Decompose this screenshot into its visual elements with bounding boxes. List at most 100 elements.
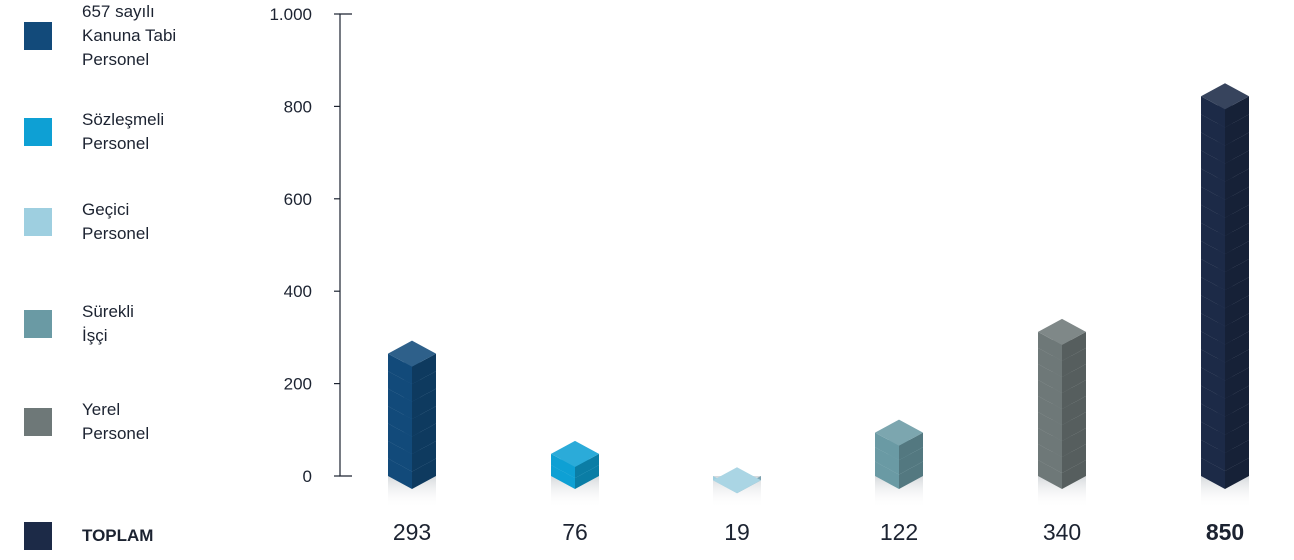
bar-right-face [1062,331,1086,361]
legend-swatch [24,310,52,338]
bar-right-face [1225,114,1249,146]
bar-top-face [551,440,599,467]
bar-left-face [1201,313,1225,345]
bar-left-face [1201,331,1225,363]
bar-left-face [1201,186,1225,218]
bar-right-face [1225,240,1249,273]
bar-right-face [1225,421,1249,453]
bar-right-face [1225,367,1249,399]
bar-right-face [1225,349,1249,381]
bar-right-face [1225,439,1249,471]
bar-value-label: 76 [562,519,588,545]
bar-right-face [1062,443,1086,473]
bar-left-face [875,432,899,461]
bar-left-face [875,447,899,475]
bar-left-face [1201,132,1225,164]
bar-left-face [1201,457,1225,489]
bar-left-face [1201,403,1225,435]
bar-right-face [575,464,599,489]
bar-left-face [388,388,412,420]
bar-top-face [875,419,923,446]
bar-left-face [1201,114,1225,146]
y-tick-label: 200 [284,375,312,394]
legend-swatch [24,22,52,50]
bar [875,419,923,508]
bar-left-face [551,464,575,489]
bar-left-face [1038,411,1062,441]
bar-left-face [1038,331,1062,361]
legend-label: Geçici Personel [82,200,150,243]
bar-left-face [1201,385,1225,417]
bar-left-face [1201,222,1225,254]
y-axis-line [339,13,352,477]
bar-right-face [1062,347,1086,377]
bar-right-face [575,453,599,478]
bar-left-face [388,423,412,455]
bar-right-face [1225,168,1249,200]
legend-swatch [24,208,52,236]
bar-value-label: 293 [393,519,431,545]
bar [388,340,436,508]
bar-right-face [1225,313,1249,345]
bar-right-face [1062,395,1086,425]
bar-right-face [1225,150,1249,182]
bar-top-face [1201,83,1249,110]
bar-right-face [412,458,436,489]
bar [1201,83,1249,508]
bar-left-face [1201,421,1225,453]
bar-right-face [1062,411,1086,441]
bar-value-label: 340 [1043,519,1081,545]
legend-swatch [24,118,52,146]
bar-right-face [1225,204,1249,236]
legend-label: Yerel Personel [82,400,150,443]
y-tick-label: 800 [284,97,312,116]
y-tick-label: 400 [284,282,312,301]
bar-left-face [388,441,412,472]
bar-right-face [1062,459,1086,489]
bar-value-label: 19 [724,519,750,545]
bar-left-face [1038,459,1062,489]
bar-left-face [1201,439,1225,471]
bar-right-face [412,441,436,472]
bar-right-face [1062,379,1086,409]
legend-item: 657 sayılı Kanuna Tabi Personel [24,0,176,72]
bar-left-face [388,353,412,385]
bar-left-face [388,458,412,489]
bar-left-face [1201,150,1225,182]
bar-right-face [412,423,436,455]
bar-left-face [1201,277,1225,309]
bar-left-face [1038,379,1062,409]
bar-right-face [1225,403,1249,435]
bar-left-face [1201,295,1225,327]
legend-label: 657 sayılı Kanuna Tabi Personel [82,2,177,69]
bar-right-face [1062,427,1086,457]
legend-label: Sürekli İşçi [82,302,134,345]
bar [551,440,599,508]
bar-right-face [412,406,436,437]
y-tick-label: 0 [303,467,312,486]
bar-top-face [1038,318,1086,345]
legend-item: Sözleşmeli Personel [24,108,164,156]
bar-right-face [1225,132,1249,164]
legend-label: Sözleşmeli Personel [82,110,165,153]
bar-left-face [388,406,412,437]
bar-right-face [412,353,436,385]
bar-right-face [1225,295,1249,327]
bar-right-face [412,388,436,420]
y-tick-label: 600 [284,190,312,209]
legend-item: Yerel Personel [24,398,149,446]
bar-left-face [875,461,899,489]
bar-right-face [1225,331,1249,363]
bar-right-face [1225,96,1249,128]
bar-left-face [1038,427,1062,457]
bar-right-face [1225,259,1249,291]
bar-right-face [899,461,923,489]
bar-right-face [1062,363,1086,393]
legend-item: TOPLAM [24,512,153,560]
legend-item: Geçici Personel [24,198,149,246]
bar-left-face [1201,204,1225,236]
bar-left-face [1038,347,1062,377]
bar-right-face [1225,277,1249,309]
bar-left-face [1038,395,1062,425]
